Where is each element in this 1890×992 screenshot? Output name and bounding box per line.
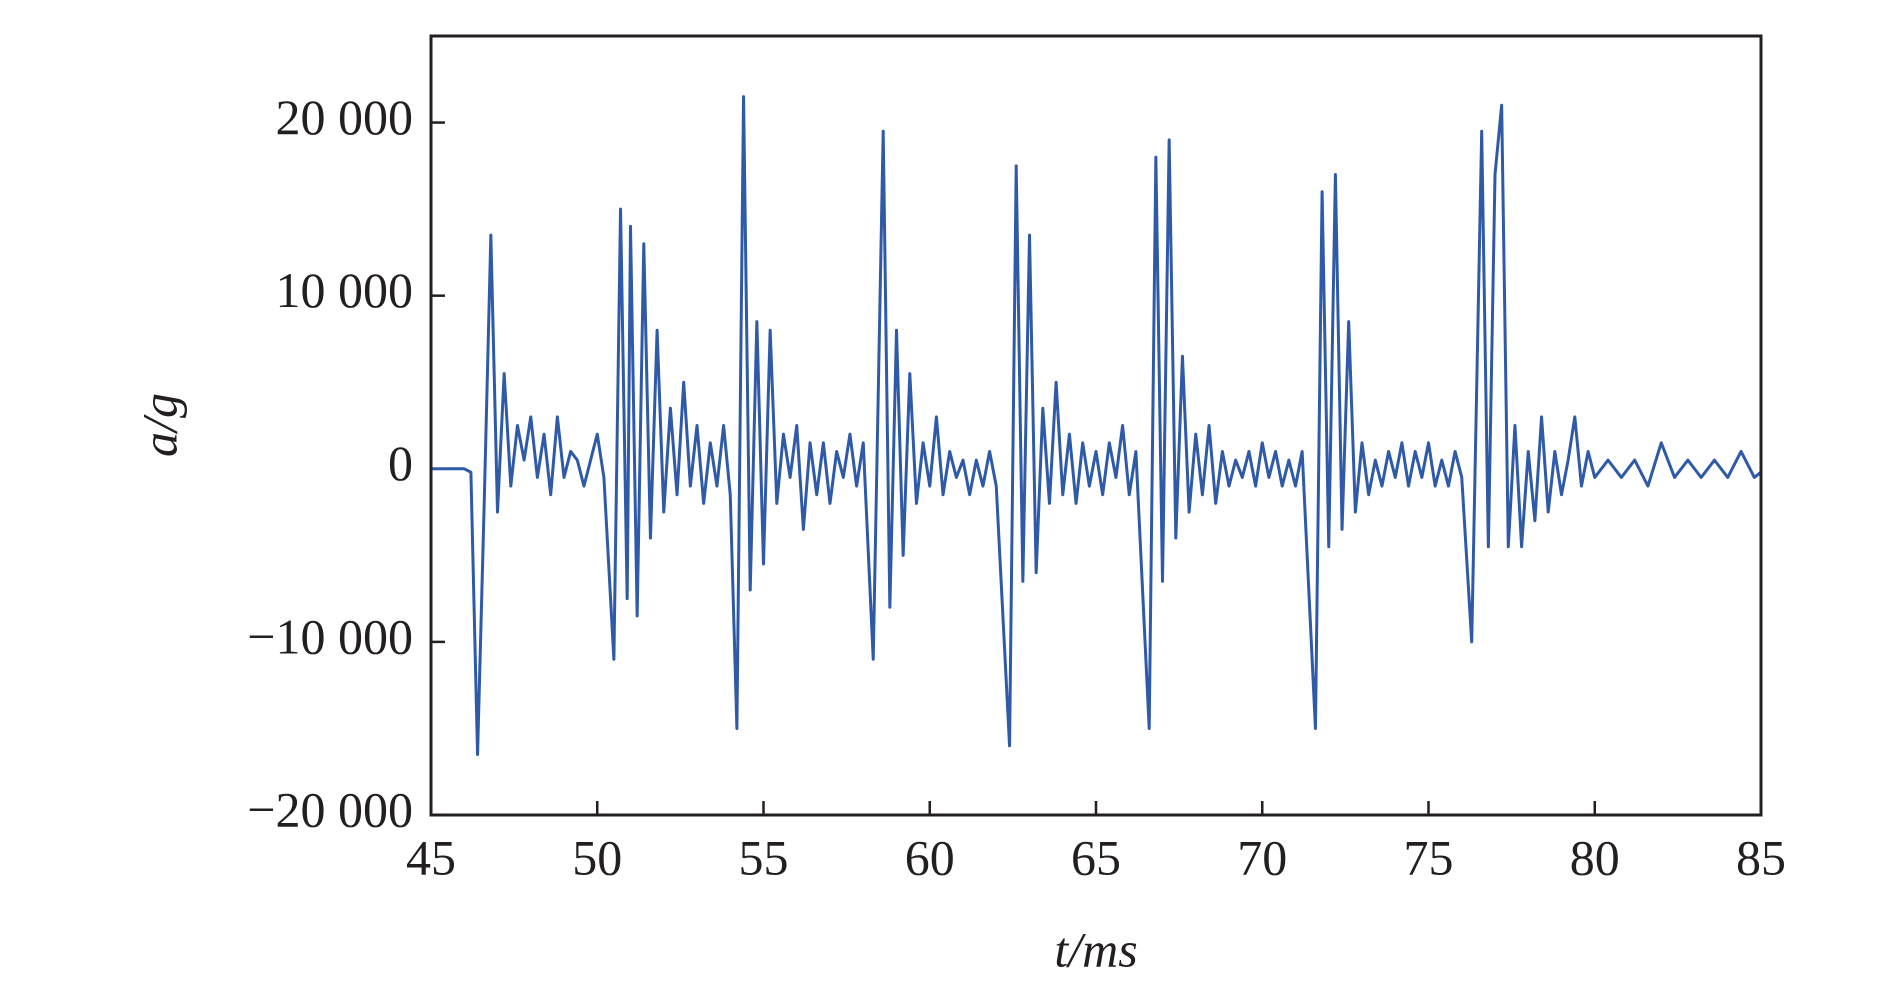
signal-line bbox=[431, 95, 1762, 756]
x-tick-label: 70 bbox=[1237, 829, 1287, 885]
x-tick-label: 45 bbox=[406, 829, 456, 885]
plot-frame bbox=[429, 34, 1763, 817]
y-axis-label: a/g bbox=[131, 393, 187, 457]
y-tick-label: −20 000 bbox=[247, 781, 413, 837]
x-tick-label: 55 bbox=[739, 829, 789, 885]
y-tick-label: 0 bbox=[388, 435, 413, 491]
y-tick-label: 10 000 bbox=[276, 262, 414, 318]
x-axis-label: t/ms bbox=[1054, 921, 1137, 977]
x-tick-label: 60 bbox=[905, 829, 955, 885]
y-tick-label: −10 000 bbox=[247, 608, 413, 664]
y-tick-label: 20 000 bbox=[276, 89, 414, 145]
x-tick-label: 80 bbox=[1570, 829, 1620, 885]
x-tick-label: 65 bbox=[1071, 829, 1121, 885]
x-tick-label: 50 bbox=[572, 829, 622, 885]
x-tick-label: 85 bbox=[1736, 829, 1786, 885]
x-tick-label: 75 bbox=[1404, 829, 1454, 885]
